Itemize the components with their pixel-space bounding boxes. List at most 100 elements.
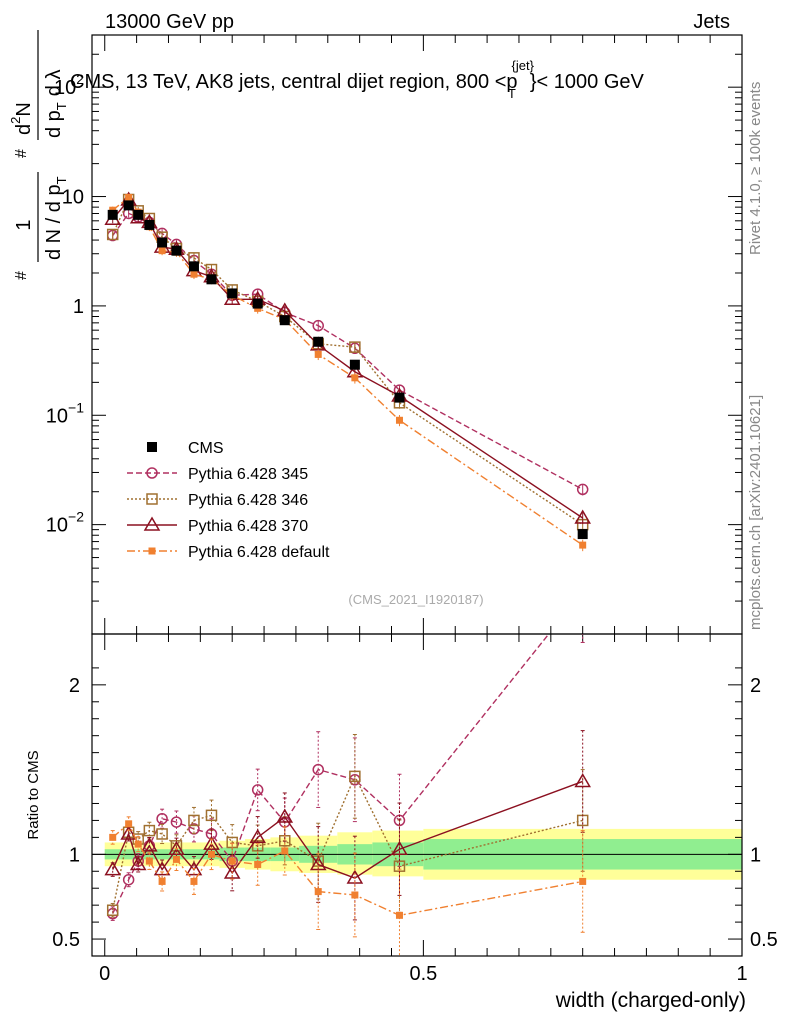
ylabel-num-2-n: N: [13, 102, 35, 116]
ytick-exp: −2: [68, 509, 84, 525]
legend-entry-2: Pythia 6.428 346: [127, 492, 308, 509]
data-point: [171, 245, 182, 256]
main-ytick-label-0: 10−2: [46, 509, 84, 537]
header-right: Jets: [693, 11, 730, 33]
ratio-series-line: [112, 634, 550, 914]
main-ytick-label-1: 10−1: [46, 399, 84, 427]
ratio-data-point: [129, 855, 147, 871]
data-point: [351, 374, 359, 382]
ratio-data-point: [203, 835, 220, 850]
watermark: (CMS_2021_I1920187): [348, 592, 483, 607]
data-point: [144, 219, 155, 230]
main-series-clip: [104, 191, 591, 552]
ratio-data-point: [579, 877, 587, 885]
ratio-data-point: [254, 860, 262, 868]
xtick-label-0: 0: [99, 963, 110, 985]
ratio-data-point: [188, 814, 200, 827]
legend-marker: [143, 516, 161, 531]
main-y-label: # 1 d N / d pT # d2N d pTd λ: [8, 30, 69, 280]
x-axis-label: width (charged-only): [555, 989, 746, 1012]
ratio-ytick-label-right-2: 2: [750, 675, 761, 697]
ytick-base: 10: [46, 405, 68, 427]
data-point: [206, 274, 217, 285]
legend-label: Pythia 6.428 370: [188, 518, 308, 535]
data-point: [576, 483, 589, 496]
ylabel-num-1: 1: [13, 219, 35, 230]
ylabel-den-1-text: d N / d p: [43, 184, 65, 260]
ratio-data-point: [578, 587, 588, 597]
ylabel-den-2-text: d p: [43, 110, 65, 138]
chart-title-sup: {jet}: [512, 58, 535, 73]
data-point: [158, 247, 166, 255]
ratio-y-label: Ratio to CMS: [25, 750, 42, 839]
data-point: [252, 298, 263, 309]
legend: CMS Pythia 6.428 345 Pythia 6.428 346 Pythi…: [127, 440, 330, 561]
series-pythia-6-428-370: [104, 191, 591, 525]
ratio-data-point: [153, 861, 171, 876]
legend-entry-3: Pythia 6.428 370: [127, 516, 308, 535]
ratio-data-point: [104, 861, 122, 876]
ylabel-num-2: d2N: [8, 102, 35, 135]
ratio-data-point: [109, 833, 117, 841]
chart-title-pre: CMS, 13 TeV, AK8 jets, central dijet reg…: [70, 71, 518, 93]
data-point: [579, 541, 587, 549]
rivet-label: Rivet 4.1.0, ≥ 100k events: [747, 82, 764, 255]
data-point: [133, 209, 144, 220]
legend-label: CMS: [188, 440, 224, 457]
ylabel-den-2-lambda: d λ: [43, 70, 65, 97]
ratio-data-point: [156, 828, 168, 840]
ytick-base: 10: [46, 515, 68, 537]
ylabel-num-2-sq: 2: [8, 117, 23, 124]
main-ytick-label-4: 102: [54, 71, 84, 99]
ratio-ytick-label-left-2: 2: [69, 675, 80, 697]
ratio-data-point: [143, 824, 156, 837]
legend-marker: [146, 467, 158, 479]
data-point: [349, 341, 361, 353]
data-point: [188, 261, 199, 272]
ytick-exp: 2: [76, 71, 84, 87]
header-left: 13000 GeV pp: [105, 11, 234, 33]
data-point: [107, 209, 118, 220]
ytick-base: 10: [54, 77, 76, 99]
x-axis: 0 0.5 1: [99, 35, 748, 985]
data-point: [227, 288, 238, 299]
data-point: [394, 392, 405, 403]
ratio-data-point: [391, 840, 408, 855]
main-ytick-label-2: 1: [73, 296, 84, 318]
ratio-data-point: [156, 812, 168, 825]
chart-title-post: }< 1000 GeV: [530, 71, 645, 93]
ratio-data-point: [125, 820, 133, 828]
ratio-data-point: [276, 808, 294, 823]
ratio-ytick-label-left-0: 0.5: [52, 929, 80, 951]
ratio-ytick-label-right-0: 0.5: [750, 929, 778, 951]
series-line: [112, 196, 584, 546]
ylabel-hash-2: #: [13, 149, 30, 158]
ylabel-den-1-sub: T: [54, 176, 69, 184]
ratio-data-point: [145, 857, 153, 865]
ratio-data-point: [172, 855, 180, 863]
xtick-label-1: 0.5: [409, 963, 437, 985]
data-point: [577, 529, 588, 540]
ratio-data-point: [251, 784, 264, 796]
ratio-series-pythia-6-428-default: [109, 816, 587, 956]
ylabel-num-2-d: d: [13, 124, 35, 135]
legend-label: Pythia 6.428 345: [188, 466, 308, 483]
ratio-series-pythia-6-428-370: [104, 730, 591, 921]
ratio-uncertainty-bands: [92, 828, 742, 880]
ratio-data-point: [134, 840, 142, 848]
ratio-plot-frame: [91, 633, 743, 957]
ratio-series-clip: [104, 587, 591, 956]
ratio-data-point: [207, 850, 215, 858]
ratio-data-point: [190, 877, 198, 885]
data-point: [157, 237, 168, 248]
series-pythia-6-428-346: [106, 193, 589, 531]
ratio-data-point: [574, 772, 591, 788]
ratio-series-line: [112, 822, 583, 917]
data-point: [123, 200, 134, 211]
ratio-data-point: [141, 837, 158, 852]
data-point: [106, 228, 119, 241]
data-point: [125, 194, 133, 202]
data-point: [190, 270, 198, 278]
ratio-data-point: [205, 809, 218, 822]
legend-marker: [148, 547, 156, 555]
